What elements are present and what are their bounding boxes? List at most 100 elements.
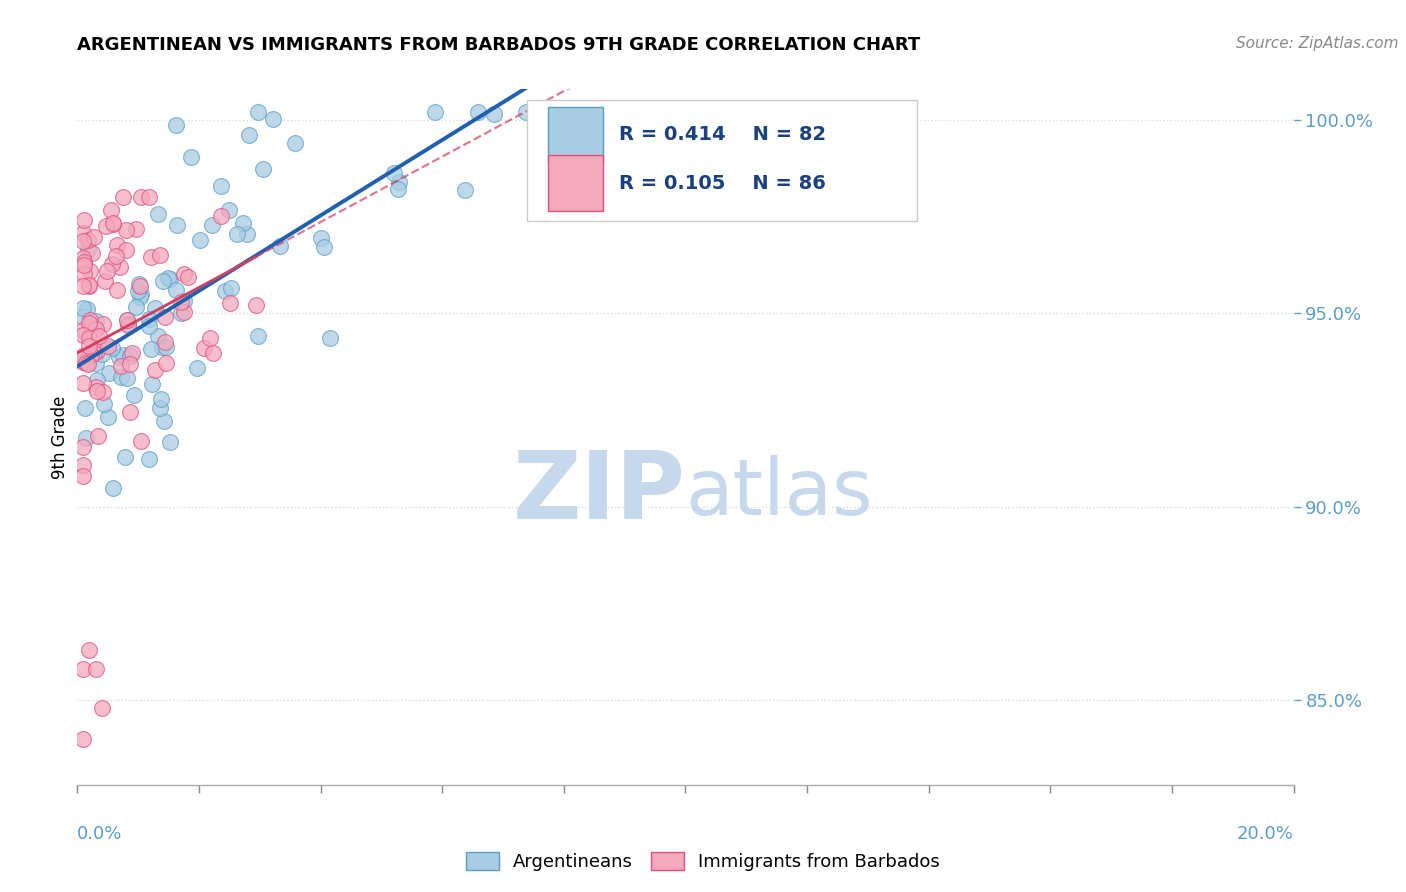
- Point: [86, 356, 108, 370]
- Point: [129, 279, 152, 293]
- Text: ZIP: ZIP: [513, 447, 686, 539]
- Text: Source: ZipAtlas.com: Source: ZipAtlas.com: [1236, 36, 1399, 51]
- Point: [72, 349, 94, 363]
- Point: [79, 264, 101, 278]
- Point: [84, 662, 107, 676]
- Point: [159, 272, 181, 286]
- Point: [576, 105, 599, 120]
- Point: [165, 283, 187, 297]
- Point: [214, 284, 236, 298]
- Point: [115, 313, 138, 327]
- Point: [117, 317, 139, 331]
- Point: [149, 248, 172, 262]
- FancyBboxPatch shape: [527, 100, 917, 221]
- Point: [83, 229, 105, 244]
- Point: [202, 346, 225, 360]
- Point: [82, 246, 104, 260]
- Point: [166, 219, 188, 233]
- FancyBboxPatch shape: [548, 107, 603, 162]
- Point: [77, 339, 100, 353]
- Point: [209, 178, 232, 193]
- Point: [138, 311, 160, 326]
- Point: [72, 234, 94, 248]
- Point: [97, 338, 120, 352]
- Point: [141, 250, 163, 264]
- Point: [72, 301, 94, 316]
- Point: [143, 363, 166, 377]
- Point: [72, 440, 94, 454]
- Point: [131, 434, 153, 449]
- Point: [114, 450, 136, 464]
- Point: [72, 254, 94, 268]
- Point: [115, 223, 138, 237]
- Point: [86, 344, 108, 359]
- Point: [173, 305, 195, 319]
- Point: [72, 278, 94, 293]
- Point: [73, 258, 96, 272]
- Point: [232, 216, 254, 230]
- Point: [108, 260, 131, 274]
- Point: [97, 410, 120, 425]
- Point: [110, 369, 132, 384]
- Point: [121, 346, 143, 360]
- Point: [247, 328, 270, 343]
- Point: [75, 356, 97, 370]
- Legend: Argentineans, Immigrants from Barbados: Argentineans, Immigrants from Barbados: [458, 845, 948, 879]
- Point: [170, 306, 193, 320]
- Point: [84, 380, 107, 394]
- Point: [143, 301, 166, 315]
- Point: [177, 270, 200, 285]
- Point: [72, 323, 94, 337]
- Point: [120, 405, 142, 419]
- Point: [388, 175, 411, 189]
- Point: [209, 209, 232, 223]
- Point: [90, 700, 112, 714]
- Point: [170, 294, 193, 309]
- Point: [128, 290, 150, 304]
- Point: [72, 468, 94, 483]
- Point: [72, 662, 94, 676]
- Point: [80, 349, 103, 363]
- Point: [125, 221, 148, 235]
- Point: [156, 270, 179, 285]
- Text: atlas: atlas: [686, 455, 873, 531]
- Point: [72, 212, 94, 227]
- Point: [100, 203, 122, 218]
- Point: [93, 384, 115, 399]
- Point: [148, 401, 170, 415]
- Point: [128, 277, 150, 291]
- Point: [77, 348, 100, 362]
- Point: [79, 642, 101, 657]
- Point: [124, 300, 146, 314]
- Point: [153, 414, 176, 428]
- Point: [72, 355, 94, 369]
- FancyBboxPatch shape: [548, 155, 603, 211]
- Point: [245, 298, 267, 312]
- Point: [79, 316, 101, 330]
- Point: [72, 458, 94, 473]
- Point: [72, 251, 94, 265]
- Point: [86, 373, 108, 387]
- Point: [131, 286, 153, 301]
- Point: [186, 360, 208, 375]
- Point: [247, 105, 270, 120]
- Point: [72, 227, 94, 241]
- Point: [77, 243, 100, 257]
- Point: [309, 231, 332, 245]
- Point: [159, 435, 181, 450]
- Point: [155, 310, 177, 325]
- Point: [86, 384, 108, 399]
- Point: [262, 112, 284, 126]
- Point: [94, 219, 117, 233]
- Point: [79, 331, 101, 345]
- Text: 0.0%: 0.0%: [77, 825, 122, 843]
- Point: [138, 190, 160, 204]
- Point: [117, 318, 139, 333]
- Text: R = 0.414    N = 82: R = 0.414 N = 82: [619, 125, 825, 144]
- Point: [166, 119, 188, 133]
- Point: [236, 227, 259, 241]
- Point: [152, 274, 174, 288]
- Point: [72, 310, 94, 324]
- Point: [108, 350, 131, 364]
- Point: [72, 731, 94, 746]
